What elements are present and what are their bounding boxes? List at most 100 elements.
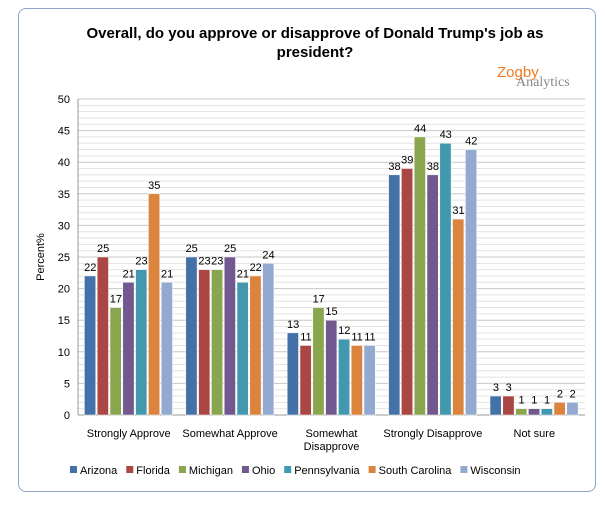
y-tick-label: 30 xyxy=(58,220,70,232)
legend-swatch xyxy=(368,466,376,473)
bar xyxy=(185,256,198,416)
x-tick-label: Not sure xyxy=(514,428,556,440)
y-axis-label: Percent% xyxy=(35,233,47,281)
data-label: 2 xyxy=(557,388,563,400)
bar xyxy=(338,338,350,416)
data-label: 22 xyxy=(250,262,262,274)
y-tick-label: 25 xyxy=(58,252,70,264)
data-label: 11 xyxy=(300,331,311,343)
data-label: 25 xyxy=(97,243,109,255)
bar xyxy=(439,142,452,416)
data-label: 23 xyxy=(211,256,223,268)
legend-label: Ohio xyxy=(252,465,275,477)
legend-label: Arizona xyxy=(80,465,118,477)
data-label: 3 xyxy=(493,382,499,394)
y-tick-label: 0 xyxy=(64,410,70,422)
data-label: 17 xyxy=(110,294,122,306)
bar xyxy=(413,136,426,416)
bar xyxy=(388,174,401,416)
bar xyxy=(515,408,528,416)
data-label: 11 xyxy=(351,331,362,343)
y-tick-label: 5 xyxy=(64,378,70,390)
bar xyxy=(223,256,236,416)
data-label: 23 xyxy=(135,256,147,268)
data-label: 11 xyxy=(364,331,375,343)
data-label: 21 xyxy=(161,268,173,280)
chart-frame xyxy=(18,8,596,492)
bar xyxy=(135,269,148,416)
data-label: 42 xyxy=(465,136,477,148)
data-label: 15 xyxy=(325,306,337,318)
y-tick-label: 50 xyxy=(58,94,70,106)
bar xyxy=(84,275,96,416)
x-tick-label: Somewhat xyxy=(306,428,358,440)
data-label: 39 xyxy=(401,155,413,167)
bar xyxy=(122,282,135,416)
legend-label: Michigan xyxy=(189,465,233,477)
data-label: 35 xyxy=(148,180,160,192)
data-label: 44 xyxy=(414,123,426,135)
data-label: 25 xyxy=(186,243,198,255)
chart-title: Overall, do you approve or disapprove of… xyxy=(87,25,544,42)
legend-swatch xyxy=(460,466,468,473)
x-tick-label: Somewhat Approve xyxy=(182,428,277,440)
bar xyxy=(198,269,211,416)
y-tick-label: 15 xyxy=(58,315,70,327)
data-label: 2 xyxy=(570,388,576,400)
legend-label: Florida xyxy=(136,465,171,477)
data-label: 31 xyxy=(452,205,464,217)
y-tick-label: 40 xyxy=(58,157,70,169)
bar xyxy=(502,395,515,416)
bar xyxy=(325,319,338,416)
bar xyxy=(96,256,109,416)
data-label: 22 xyxy=(84,262,96,274)
bar xyxy=(249,275,262,416)
bar xyxy=(160,282,173,416)
chart-title: president? xyxy=(277,44,354,61)
data-label: 21 xyxy=(237,268,249,280)
data-label: 25 xyxy=(224,243,236,255)
data-label: 43 xyxy=(440,129,452,141)
data-label: 17 xyxy=(313,294,325,306)
data-label: 38 xyxy=(388,161,400,173)
bar xyxy=(553,402,566,416)
bar xyxy=(489,395,502,416)
data-label: 3 xyxy=(506,382,512,394)
x-tick-label: Strongly Approve xyxy=(87,428,171,440)
legend-label: South Carolina xyxy=(379,465,453,477)
data-label: 38 xyxy=(427,161,439,173)
data-label: 24 xyxy=(262,249,274,261)
bar xyxy=(299,345,312,416)
bar xyxy=(528,408,540,416)
bar xyxy=(211,269,223,416)
legend-swatch xyxy=(284,466,292,473)
logo: Analytics xyxy=(516,75,570,90)
legend-swatch xyxy=(70,466,77,473)
bar xyxy=(262,263,275,416)
y-tick-label: 45 xyxy=(58,126,70,138)
bar xyxy=(426,174,439,416)
legend-swatch xyxy=(126,466,134,473)
x-tick-label: Strongly Disapprove xyxy=(383,428,482,440)
bar xyxy=(312,307,325,416)
data-label: 13 xyxy=(287,319,299,331)
y-tick-label: 10 xyxy=(58,347,70,359)
y-tick-label: 20 xyxy=(58,284,70,296)
data-label: 23 xyxy=(198,256,210,268)
bar xyxy=(350,345,363,416)
x-tick-label: Disapprove xyxy=(304,441,360,453)
data-label: 21 xyxy=(123,268,135,280)
legend-swatch xyxy=(178,466,186,473)
bar xyxy=(540,408,553,416)
bar xyxy=(236,282,249,416)
bar xyxy=(363,345,376,416)
data-label: 1 xyxy=(531,395,537,407)
data-label: 12 xyxy=(338,325,350,337)
bar xyxy=(452,218,465,416)
bar xyxy=(148,193,160,416)
bar xyxy=(286,332,299,416)
legend-label: Wisconsin xyxy=(470,465,520,477)
bar xyxy=(566,402,579,416)
legend-swatch xyxy=(241,466,249,473)
